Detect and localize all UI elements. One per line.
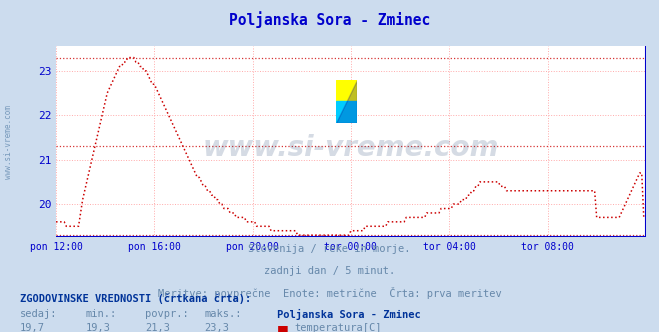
Bar <box>336 80 357 101</box>
Text: zadnji dan / 5 minut.: zadnji dan / 5 minut. <box>264 266 395 276</box>
Bar <box>336 101 357 123</box>
Text: Poljanska Sora - Zminec: Poljanska Sora - Zminec <box>277 309 420 320</box>
Text: Slovenija / reke in morje.: Slovenija / reke in morje. <box>248 244 411 254</box>
Text: www.si-vreme.com: www.si-vreme.com <box>203 134 499 162</box>
Text: ZGODOVINSKE VREDNOSTI (črtkana črta):: ZGODOVINSKE VREDNOSTI (črtkana črta): <box>20 294 251 304</box>
Text: www.si-vreme.com: www.si-vreme.com <box>4 105 13 179</box>
Polygon shape <box>336 80 357 123</box>
Text: temperatura[C]: temperatura[C] <box>295 323 382 332</box>
Text: Poljanska Sora - Zminec: Poljanska Sora - Zminec <box>229 12 430 29</box>
Text: 19,3: 19,3 <box>86 323 111 332</box>
Text: povpr.:: povpr.: <box>145 309 188 319</box>
Text: 21,3: 21,3 <box>145 323 170 332</box>
Text: maks.:: maks.: <box>204 309 242 319</box>
Text: 19,7: 19,7 <box>20 323 45 332</box>
Text: Meritve: povprečne  Enote: metrične  Črta: prva meritev: Meritve: povprečne Enote: metrične Črta:… <box>158 287 501 299</box>
Text: ■: ■ <box>277 323 289 332</box>
Text: sedaj:: sedaj: <box>20 309 57 319</box>
Text: 23,3: 23,3 <box>204 323 229 332</box>
Text: min.:: min.: <box>86 309 117 319</box>
